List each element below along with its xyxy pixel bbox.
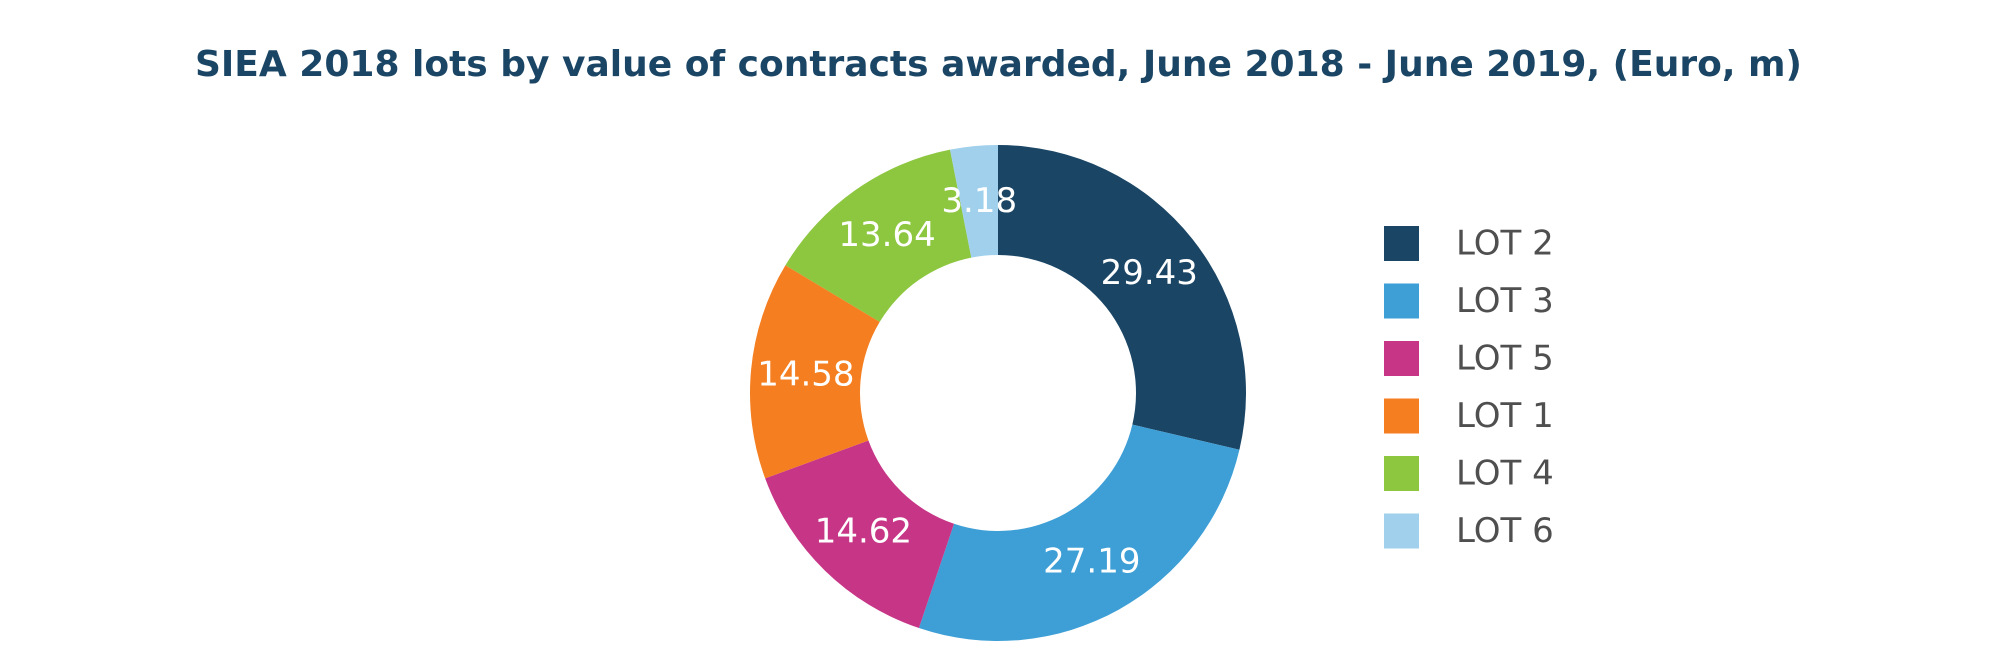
legend-label-lot-6: LOT 6 [1456, 511, 1554, 551]
legend-label-lot-5: LOT 5 [1456, 339, 1554, 379]
legend-swatch-lot-3 [1384, 283, 1419, 319]
slice-lot-4 [785, 149, 972, 322]
slice-lot-2 [998, 145, 1246, 450]
slice-lot-1 [750, 265, 880, 479]
data-label-lot-3: 27.19 [1043, 542, 1140, 582]
chart-title: SIEA 2018 lots by value of contracts awa… [194, 44, 1803, 85]
legend-label-lot-3: LOT 3 [1456, 281, 1554, 321]
donut-slices [750, 145, 1246, 641]
donut-data-labels: 29.43 27.19 14.62 14.58 13.643.18 [757, 181, 1198, 582]
legend-label-lot-1: LOT 1 [1456, 396, 1554, 436]
legend-swatch-lot-4 [1384, 456, 1419, 491]
data-label-lot-4: 13.64 [838, 215, 935, 255]
slice-lot-6 [950, 145, 998, 258]
data-label-lot-5: 14.62 [815, 511, 912, 551]
legend-swatch-lot-5 [1384, 341, 1419, 376]
legend-label-lot-4: LOT 4 [1456, 454, 1554, 494]
slice-lot-3 [918, 424, 1240, 641]
legend-swatch-lot-2 [1384, 226, 1419, 261]
legend-label-lot-2: LOT 2 [1456, 224, 1554, 264]
data-label-lot-1: 14.58 [757, 355, 854, 395]
legend-swatch-lot-1 [1384, 398, 1419, 434]
legend-swatch-lot-6 [1384, 513, 1419, 549]
legend: LOT 2 LOT 3 LOT 5 LOT 1 LOT 4 LOT 6 [1384, 224, 1554, 551]
data-label-lot-6: 3.18 [941, 181, 1017, 221]
data-label-lot-2: 29.43 [1101, 253, 1198, 293]
slice-lot-5 [765, 440, 955, 629]
